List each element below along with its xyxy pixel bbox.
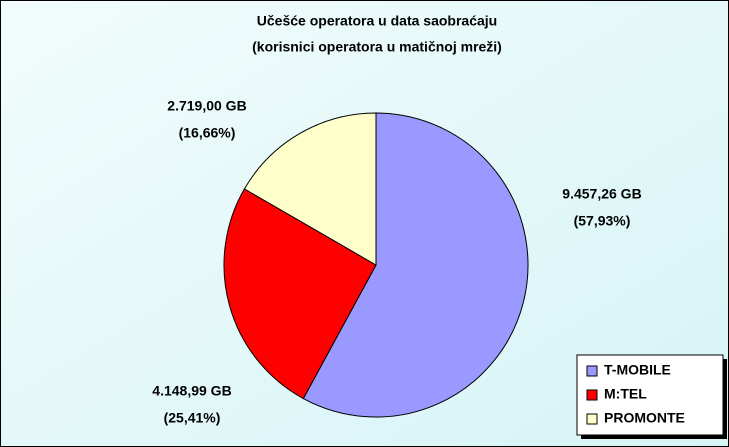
value-label: 9.457,26 GB: [562, 186, 641, 202]
value-label: 4.148,99 GB: [152, 383, 231, 399]
pie-slice: [243, 112, 377, 266]
percent-label: (16,66%): [179, 125, 236, 141]
legend-label: M:TEL: [604, 386, 647, 402]
legend-swatch: [586, 413, 598, 425]
legend-label: PROMONTE: [604, 410, 685, 426]
legend-swatch: [586, 389, 598, 401]
chart-subtitle: (korisnici operatora u matičnoj mreži): [252, 39, 502, 55]
percent-label: (57,93%): [574, 213, 631, 229]
percent-label: (25,41%): [164, 410, 221, 426]
legend-label: T-MOBILE: [604, 362, 671, 378]
value-label: 2.719,00 GB: [167, 98, 246, 114]
legend: [576, 354, 724, 436]
chart-title: Učešće operatora u data saobraćaju: [257, 13, 497, 29]
pie-slice: [302, 112, 529, 418]
pie-slice: [223, 188, 377, 400]
legend-swatch: [586, 365, 598, 377]
